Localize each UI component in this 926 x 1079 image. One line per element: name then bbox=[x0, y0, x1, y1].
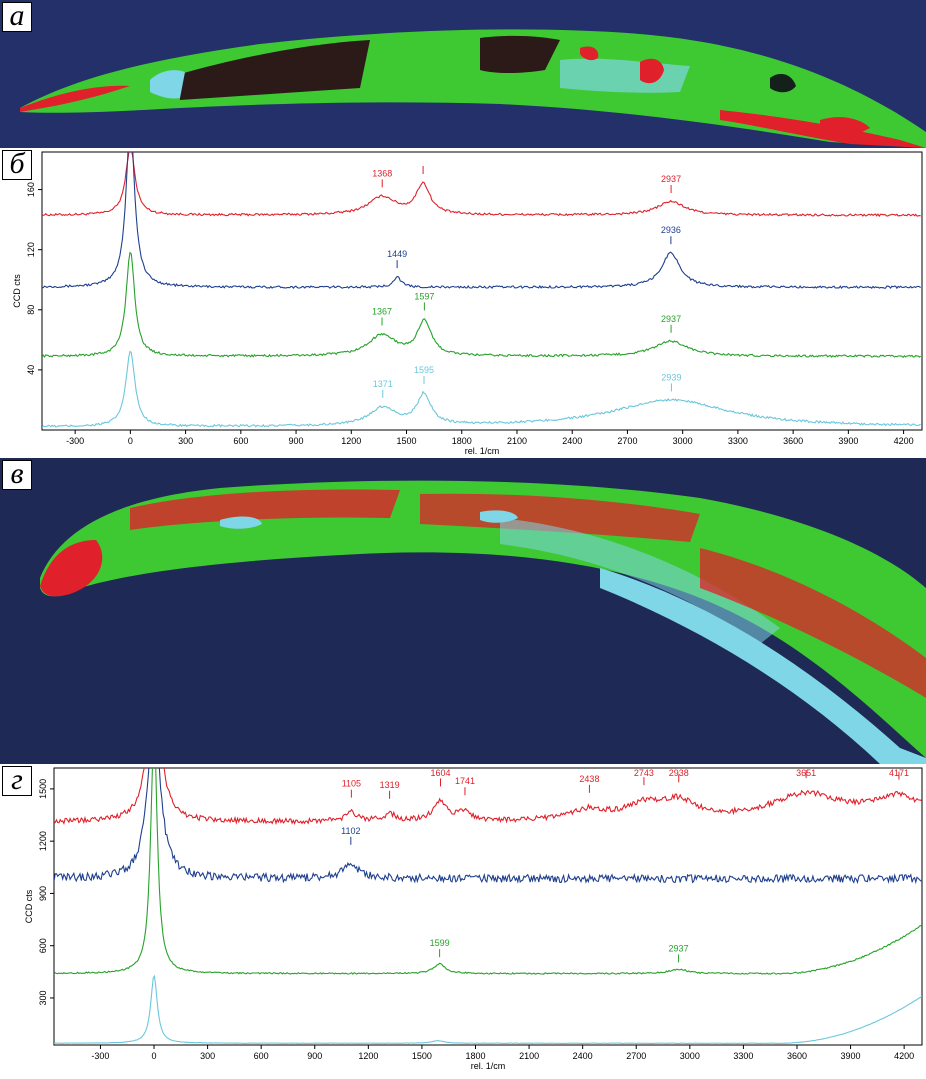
x-tick-label: 0 bbox=[152, 1051, 157, 1061]
y-tick-label: 1500 bbox=[38, 779, 48, 799]
panel-label-c: в bbox=[2, 459, 32, 490]
x-tick-label: 300 bbox=[178, 436, 193, 446]
peak-label: 1102 bbox=[341, 826, 360, 836]
x-tick-label: 1500 bbox=[412, 1051, 432, 1061]
x-axis-label: rel. 1/cm bbox=[471, 1061, 506, 1071]
raman-map-image-c bbox=[0, 458, 926, 764]
y-tick-label: 40 bbox=[26, 365, 36, 375]
peak-label: 1604 bbox=[430, 768, 450, 778]
x-tick-label: -300 bbox=[66, 436, 84, 446]
y-tick-label: 600 bbox=[38, 938, 48, 953]
peak-label: 1371 bbox=[373, 379, 393, 389]
x-tick-label: 600 bbox=[254, 1051, 269, 1061]
raman-map-panel-c: в bbox=[0, 458, 926, 764]
peak-label: 1105 bbox=[342, 779, 361, 789]
y-tick-label: 120 bbox=[26, 242, 36, 257]
peak-label: 2938 bbox=[669, 768, 689, 778]
x-tick-label: 3600 bbox=[783, 436, 803, 446]
peak-label: 2937 bbox=[661, 314, 681, 324]
x-tick-label: 4200 bbox=[894, 1051, 914, 1061]
spectrum-line-4 bbox=[42, 350, 921, 428]
x-tick-label: 1200 bbox=[358, 1051, 378, 1061]
peak-label: 1367 bbox=[372, 306, 392, 316]
spectra-panel-d: -300 0 300 600 900 1200 1500 1800 2100 2400 2700 30… bbox=[0, 764, 926, 1074]
x-tick-label: 2100 bbox=[519, 1051, 539, 1061]
x-tick-label: 3300 bbox=[733, 1051, 753, 1061]
x-tick-label: 3000 bbox=[673, 436, 693, 446]
peak-label: 2743 bbox=[634, 768, 654, 778]
spectrum-line-3 bbox=[54, 768, 922, 975]
spectra-panel-b: -300 0 300 600 900 1200 1500 1800 2100 2400 2700 30… bbox=[0, 148, 926, 458]
peak-label: 2937 bbox=[669, 943, 689, 953]
spectrum-line-4 bbox=[54, 974, 922, 1044]
x-tick-label: 3300 bbox=[728, 436, 748, 446]
x-tick-label: 2400 bbox=[573, 1051, 593, 1061]
panel-label-d: г bbox=[2, 765, 32, 796]
peak-label: 1368 bbox=[372, 168, 392, 178]
y-tick-label: 300 bbox=[38, 990, 48, 1005]
peak-label: 3651 bbox=[796, 768, 816, 778]
plot-frame bbox=[41, 151, 923, 431]
x-tick-label: 900 bbox=[289, 436, 304, 446]
y-axis-label: CCD cts bbox=[24, 889, 34, 923]
peak-label: 1449 bbox=[387, 249, 407, 259]
y-tick-label: 80 bbox=[26, 305, 36, 315]
x-tick-label: 2400 bbox=[562, 436, 582, 446]
x-tick-label: 0 bbox=[128, 436, 133, 446]
x-tick-label: 3000 bbox=[680, 1051, 700, 1061]
y-tick-label: 1200 bbox=[38, 831, 48, 851]
peak-label: 2936 bbox=[661, 225, 681, 235]
x-tick-label: 1200 bbox=[341, 436, 361, 446]
x-tick-label: 3600 bbox=[787, 1051, 807, 1061]
x-axis-label: rel. 1/cm bbox=[465, 446, 500, 456]
x-tick-label: 1500 bbox=[397, 436, 417, 446]
x-tick-label: 900 bbox=[307, 1051, 322, 1061]
x-tick-label: 300 bbox=[200, 1051, 215, 1061]
panel-label-b: б bbox=[2, 149, 32, 180]
y-tick-label: 900 bbox=[38, 886, 48, 901]
x-tick-label: 3900 bbox=[838, 436, 858, 446]
spectrum-line-2 bbox=[54, 768, 922, 885]
x-tick-label: 1800 bbox=[465, 1051, 485, 1061]
peak-label: 2939 bbox=[661, 372, 681, 382]
spectrum-line-2 bbox=[42, 152, 921, 290]
peak-label: 1595 bbox=[414, 365, 434, 375]
peak-label: 1319 bbox=[380, 780, 400, 790]
panel-label-a: а bbox=[2, 1, 32, 32]
spectra-chart-b: -300 0 300 600 900 1200 1500 1800 2100 2400 2700 30… bbox=[12, 151, 923, 456]
peak-label: 2937 bbox=[661, 174, 681, 184]
peak-label: 1597 bbox=[414, 291, 434, 301]
spectra-chart-d: -300 0 300 600 900 1200 1500 1800 2100 2400 2700 30… bbox=[24, 767, 923, 1071]
raman-map-image-a bbox=[0, 0, 926, 148]
x-tick-label: 600 bbox=[233, 436, 248, 446]
peak-label: 1741 bbox=[455, 776, 475, 786]
plot-frame bbox=[53, 767, 923, 1046]
raman-map-panel-a: а bbox=[0, 0, 926, 148]
spectrum-line-1 bbox=[54, 768, 922, 826]
peak-label: 1599 bbox=[430, 938, 450, 948]
x-tick-label: -300 bbox=[91, 1051, 109, 1061]
peak-label: 4171 bbox=[889, 768, 909, 778]
y-axis-label: CCD cts bbox=[12, 274, 22, 308]
x-tick-label: 2700 bbox=[617, 436, 637, 446]
spectrum-line-3 bbox=[42, 251, 922, 359]
x-tick-label: 2100 bbox=[507, 436, 527, 446]
x-tick-label: 1800 bbox=[452, 436, 472, 446]
x-tick-label: 4200 bbox=[894, 436, 914, 446]
y-tick-label: 160 bbox=[26, 182, 36, 197]
x-tick-label: 2700 bbox=[626, 1051, 646, 1061]
x-tick-label: 3900 bbox=[841, 1051, 861, 1061]
peak-label: 2438 bbox=[579, 774, 599, 784]
spectrum-line-1 bbox=[42, 152, 921, 218]
